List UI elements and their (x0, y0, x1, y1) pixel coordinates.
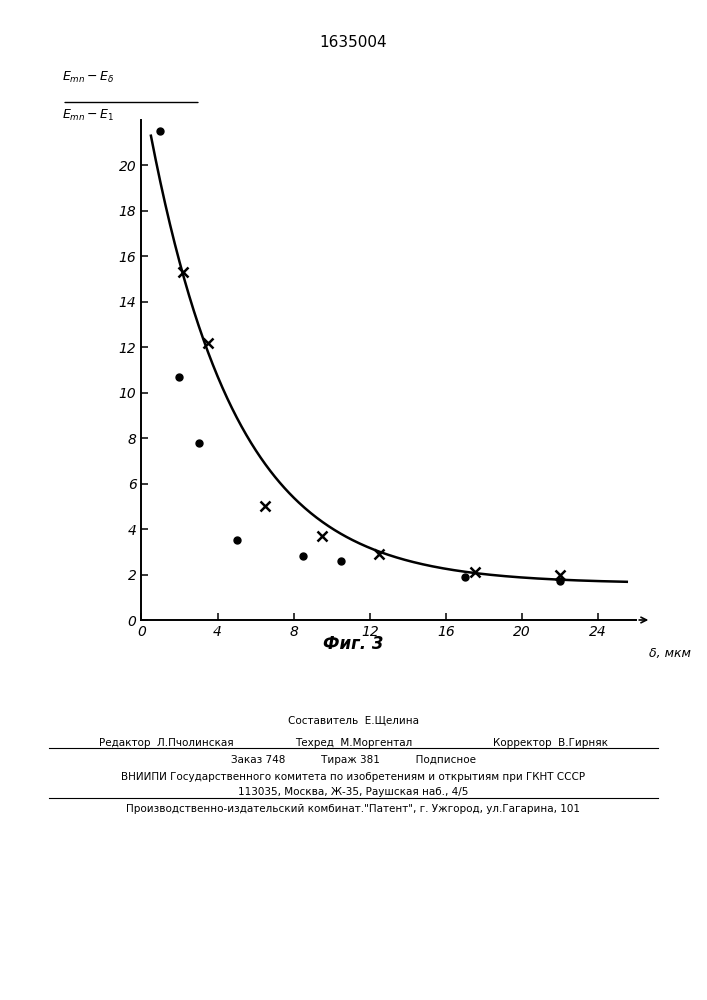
Text: Редактор  Л.Пчолинская: Редактор Л.Пчолинская (99, 738, 233, 748)
Text: Техред  М.Моргентал: Техред М.Моргентал (295, 738, 412, 748)
Text: δ, мкм: δ, мкм (648, 648, 691, 660)
Text: 113035, Москва, Ж-35, Раушская наб., 4/5: 113035, Москва, Ж-35, Раушская наб., 4/5 (238, 787, 469, 797)
Text: 1635004: 1635004 (320, 35, 387, 50)
Text: Заказ 748           Тираж 381           Подписное: Заказ 748 Тираж 381 Подписное (231, 755, 476, 765)
Text: ВНИИПИ Государственного комитета по изобретениям и открытиям при ГКНТ СССР: ВНИИПИ Государственного комитета по изоб… (122, 772, 585, 782)
Text: Составитель  Е.Щелина: Составитель Е.Щелина (288, 715, 419, 725)
Text: Производственно-издательский комбинат."Патент", г. Ужгород, ул.Гагарина, 101: Производственно-издательский комбинат."П… (127, 804, 580, 814)
Text: Корректор  В.Гирняк: Корректор В.Гирняк (493, 738, 608, 748)
Text: $E_{mn}-E_1$: $E_{mn}-E_1$ (62, 107, 115, 123)
Text: Фиг. 3: Фиг. 3 (323, 635, 384, 653)
Text: $E_{mn}-E_\delta$: $E_{mn}-E_\delta$ (62, 70, 115, 85)
